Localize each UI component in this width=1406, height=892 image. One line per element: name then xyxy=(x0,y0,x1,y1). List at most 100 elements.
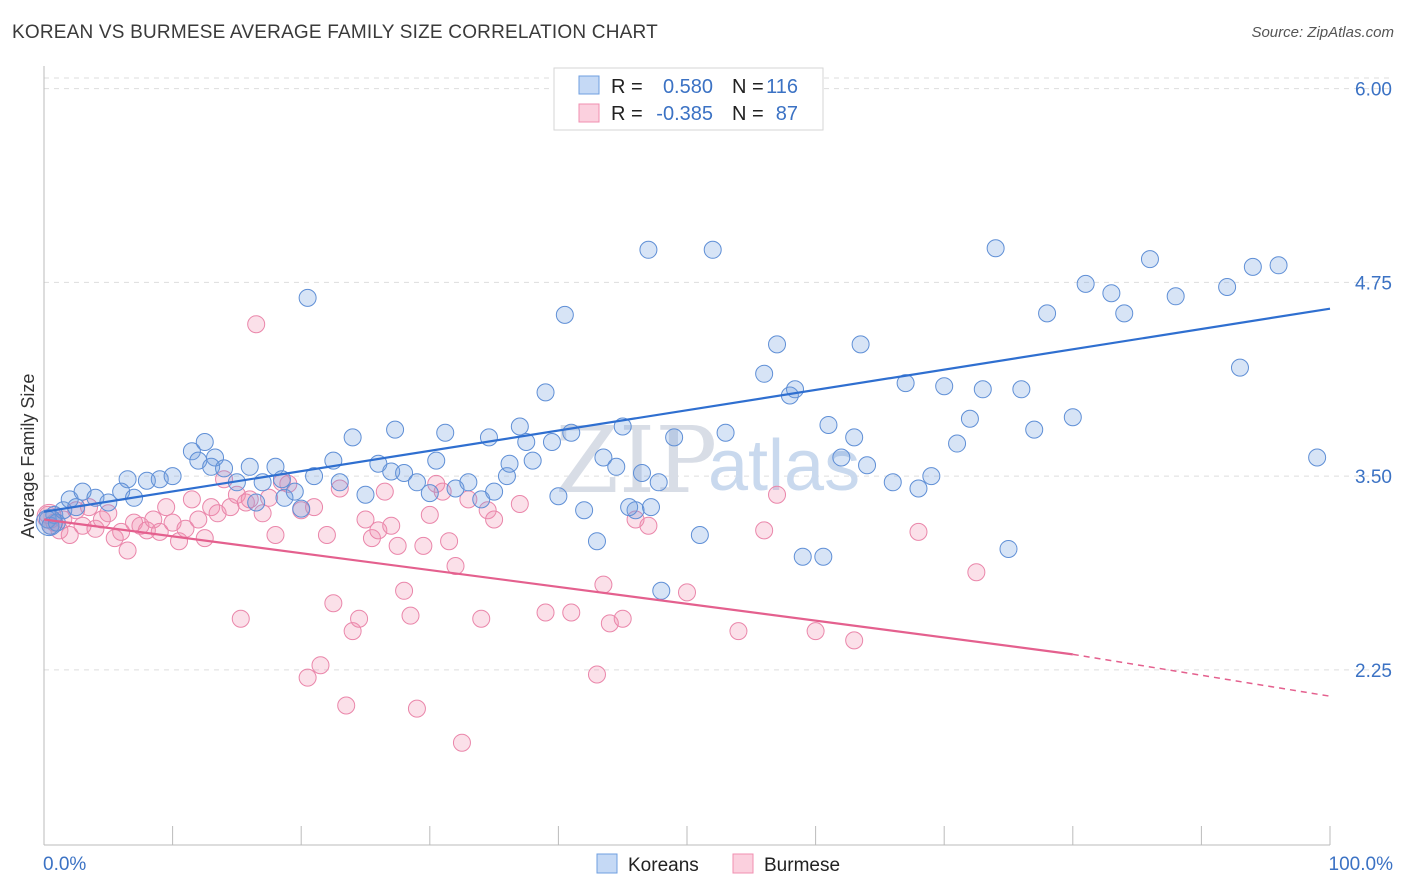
burmese-point-64 xyxy=(440,532,459,551)
koreans-point-34 xyxy=(330,473,349,492)
burmese-point-38 xyxy=(266,526,285,544)
koreans-point-86 xyxy=(922,467,941,486)
koreans-point-76 xyxy=(793,547,812,566)
legend-label-burmese: Burmese xyxy=(764,855,840,876)
koreans-point-55 xyxy=(536,383,555,402)
koreans-point-30 xyxy=(292,499,311,518)
koreans-point-63 xyxy=(613,417,632,436)
koreans-point-77 xyxy=(814,547,833,566)
koreans-point-40 xyxy=(395,464,414,482)
koreans-point-29 xyxy=(285,482,304,501)
koreans-point-65 xyxy=(632,464,651,482)
burmese-point-61 xyxy=(420,505,439,524)
koreans-point-42 xyxy=(420,484,439,503)
koreans-point-73 xyxy=(768,335,787,354)
koreans-point-85 xyxy=(909,479,928,498)
koreans-point-24 xyxy=(247,493,266,512)
koreans-point-61 xyxy=(594,448,613,467)
x-tick-label-max: 100.0% xyxy=(1329,854,1394,875)
burmese-point-82 xyxy=(755,521,774,540)
gridlines xyxy=(44,77,1392,671)
koreans-point-16 xyxy=(182,442,201,461)
chart-title: KOREAN VS BURMESE AVERAGE FAMILY SIZE CO… xyxy=(12,22,658,43)
correlation-legend: R = 0.580 N = 116 R = -0.385 N = 87 xyxy=(553,67,824,131)
burmese-point-13 xyxy=(112,522,131,541)
burmese-point-80 xyxy=(678,583,696,602)
series-legend: Koreans Burmese xyxy=(596,853,840,876)
legend-swatch-burmese-bottom xyxy=(732,853,754,874)
legend-swatch-koreans-bottom xyxy=(596,853,618,874)
burmese-point-54 xyxy=(375,482,394,501)
burmese-point-26 xyxy=(195,529,214,548)
koreans-point-100 xyxy=(1140,250,1159,269)
burmese-point-85 xyxy=(845,631,864,650)
koreans-point-66 xyxy=(641,498,660,517)
legend-label-koreans: Koreans xyxy=(628,855,699,876)
burmese-point-72 xyxy=(536,603,555,622)
burmese-point-8 xyxy=(80,498,99,517)
burmese-point-79 xyxy=(639,516,658,535)
koreans-point-41 xyxy=(407,473,426,492)
burmese-point-86 xyxy=(909,522,928,541)
koreans-point-36 xyxy=(356,485,375,504)
burmese-point-43 xyxy=(305,498,324,517)
koreans-point-95 xyxy=(1038,304,1057,323)
koreans-point-97 xyxy=(1076,274,1095,293)
koreans-point-15 xyxy=(163,467,182,486)
koreans-point-43 xyxy=(427,451,446,470)
koreans-point-107 xyxy=(620,498,639,517)
koreans-point-69 xyxy=(690,526,709,544)
koreans-point-31 xyxy=(298,288,317,307)
legend-r-label-koreans: R = xyxy=(611,76,643,98)
koreans-point-70 xyxy=(703,240,722,259)
koreans-point-67 xyxy=(649,473,668,492)
legend-n-value-burmese: 87 xyxy=(776,103,798,125)
burmese-point-36 xyxy=(253,504,272,523)
koreans-point-81 xyxy=(851,335,870,354)
koreans-point-51 xyxy=(500,454,519,473)
koreans-point-101 xyxy=(1166,287,1185,306)
burmese-point-84 xyxy=(806,622,825,641)
koreans-point-89 xyxy=(960,409,979,428)
burmese-point-56 xyxy=(388,536,407,555)
koreans-point-94 xyxy=(1025,420,1044,439)
watermark-zip: ZIP xyxy=(555,407,717,514)
koreans-trend-line xyxy=(43,307,1331,513)
koreans-point-87 xyxy=(935,377,954,396)
burmese-point-45 xyxy=(317,526,336,544)
source-label: Source: ZipAtlas.com xyxy=(1251,24,1394,41)
koreans-point-80 xyxy=(845,428,864,447)
burmese-point-77 xyxy=(613,609,632,628)
koreans-point-105 xyxy=(1269,256,1288,275)
koreans-point-93 xyxy=(1012,380,1031,399)
legend-n-value-koreans: 116 xyxy=(766,76,798,98)
koreans-point-60 xyxy=(587,532,606,551)
koreans-point-92 xyxy=(999,539,1018,558)
burmese-point-24 xyxy=(182,490,201,509)
koreans-point-59 xyxy=(575,501,594,520)
koreans-point-104 xyxy=(1243,257,1262,276)
burmese-point-32 xyxy=(231,609,250,628)
koreans-point-28 xyxy=(275,488,294,507)
koreans-point-44 xyxy=(436,423,455,442)
burmese-point-20 xyxy=(157,498,176,517)
koreans-point-56 xyxy=(542,433,561,451)
koreans-point-96 xyxy=(1063,408,1082,427)
y-tick-label-2: 4.75 xyxy=(1355,273,1392,294)
koreans-point-23 xyxy=(240,457,259,476)
burmese-point-35 xyxy=(247,315,266,334)
burmese-point-42 xyxy=(298,668,317,687)
koreans-point-cluster xyxy=(35,509,63,537)
trend-lines xyxy=(43,307,1331,697)
koreans-point-99 xyxy=(1115,304,1134,323)
burmese-point-68 xyxy=(472,609,491,628)
koreans-point-32 xyxy=(305,467,324,486)
koreans-point-72 xyxy=(755,364,774,383)
koreans-point-68 xyxy=(665,428,684,447)
burmese-point-25 xyxy=(189,510,208,529)
koreans-point-75 xyxy=(786,380,805,399)
koreans-point-110 xyxy=(639,240,658,259)
burmese-point-81 xyxy=(729,622,748,641)
y-tick-label-1: 3.50 xyxy=(1355,467,1392,488)
